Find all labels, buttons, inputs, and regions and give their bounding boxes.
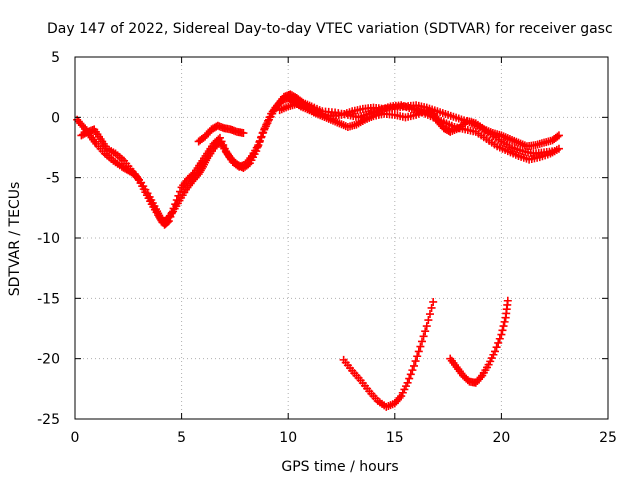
data-point [263,116,272,125]
data-point [171,200,180,209]
y-tick-label: 0 [51,110,60,126]
data-point [163,218,172,227]
series-track-e [339,297,438,411]
data-point [416,342,425,351]
y-tick-label: 5 [51,50,60,66]
data-point [215,133,224,142]
y-tick-label: -5 [46,171,60,187]
data-point [395,393,404,402]
data-point [419,332,428,341]
axis-ticks: 0 5 10 15 20 25 5 0 -5 -10 -15 -20 -25 [37,50,617,446]
data-point [553,132,562,141]
data-point [239,129,248,138]
data-point [166,212,175,221]
x-tick-label: 10 [279,430,297,446]
data-point [217,137,226,146]
data-point [494,338,503,347]
chart-title: Day 147 of 2022, Sidereal Day-to-day VTE… [47,21,613,37]
data-point [259,128,268,137]
y-tick-label: -15 [37,291,60,307]
data-point [429,297,438,306]
data-point [417,337,426,346]
data-point [219,141,228,150]
data-point [414,347,423,356]
data-point [498,326,507,335]
data-point [172,195,181,204]
data-point [169,204,178,213]
data-point [500,317,509,326]
data-point [255,136,264,145]
x-tick-label: 25 [599,430,617,446]
data-point [503,296,512,305]
series-track-f [446,296,512,387]
data-point [495,334,504,343]
data-point [413,352,422,361]
data-point [499,322,508,331]
x-tick-label: 15 [386,430,404,446]
data-point [408,366,417,375]
data-point [220,144,229,153]
data-point [406,370,415,379]
data-point [411,357,420,366]
data-point [554,144,563,153]
data-point [427,303,436,312]
grid [75,57,608,419]
data-point [174,191,183,200]
data-point [260,124,269,133]
series-track-b [77,90,563,229]
y-tick-label: -10 [37,231,60,247]
series-track-d [275,100,563,151]
data-point [497,330,506,339]
y-tick-label: -20 [37,352,60,368]
data-point [476,373,485,382]
x-tick-label: 0 [71,430,80,446]
data-point [492,343,501,352]
data-point [554,131,563,140]
data-point [491,347,500,356]
data-point [254,141,263,150]
x-axis-label: GPS time / hours [281,459,398,475]
data-point [168,208,177,217]
data-series [73,90,563,411]
data-point [421,327,430,336]
data-point [422,322,431,331]
data-point [176,187,185,196]
x-tick-label: 5 [177,430,186,446]
data-point [262,120,271,129]
data-point [403,378,412,387]
data-point [409,361,418,370]
data-point [425,310,434,319]
y-axis-label: SDTVAR / TECUs [7,182,23,297]
data-point [164,217,173,226]
y-tick-label: -25 [37,412,60,428]
x-tick-label: 20 [492,430,510,446]
data-point [265,113,274,122]
series-track-c [194,121,248,146]
data-point [405,374,414,383]
data-point [424,316,433,325]
data-point [257,132,266,141]
